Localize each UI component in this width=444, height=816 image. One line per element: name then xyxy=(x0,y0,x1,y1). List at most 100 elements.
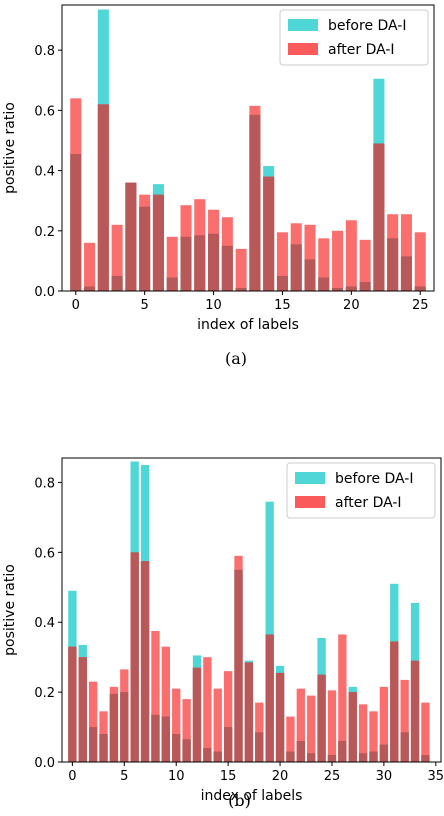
bar-overlap-10 xyxy=(208,233,220,291)
bar-overlap-22 xyxy=(296,741,305,762)
legend-label-after: after DA-I xyxy=(328,42,395,58)
bar-overlap-19 xyxy=(332,287,344,291)
y-tick-label: 0.2 xyxy=(34,225,55,240)
bar-after-7 xyxy=(166,236,178,291)
bar-overlap-24 xyxy=(400,256,412,291)
bar-after-30 xyxy=(379,686,389,762)
bar-overlap-32 xyxy=(400,732,409,762)
bar-overlap-10 xyxy=(172,734,181,762)
bar-overlap-5 xyxy=(120,692,129,762)
bar-overlap-29 xyxy=(369,751,378,762)
plot-frame xyxy=(61,457,442,763)
x-tick-label: 30 xyxy=(376,769,393,784)
x-tick-label: 20 xyxy=(272,769,289,784)
y-tick-label: 0.8 xyxy=(34,44,55,59)
y-tick-label: 0.4 xyxy=(34,616,55,631)
bar-after-32 xyxy=(400,679,409,762)
figure-a: 0.0 0.2 0.4 0.6 0.8 0 5 10 15 20 25 index of labels… xyxy=(0,0,444,384)
bar-overlap-6 xyxy=(130,552,139,762)
bar-overlap-15 xyxy=(276,275,288,291)
bar-overlap-7 xyxy=(140,561,150,762)
bar-overlap-9 xyxy=(194,235,206,291)
bar-after-21 xyxy=(286,716,295,762)
bar-overlap-12 xyxy=(192,667,202,762)
bar-overlap-21 xyxy=(359,281,371,291)
bar-overlap-0 xyxy=(70,154,82,291)
bar-overlap-20 xyxy=(275,672,285,762)
bar-overlap-33 xyxy=(410,660,420,762)
figure-caption: (b) xyxy=(228,791,251,810)
bar-overlap-3 xyxy=(99,734,108,762)
legend-swatch-after xyxy=(295,496,325,508)
bar-after-25 xyxy=(414,232,426,291)
bar-overlap-24 xyxy=(317,674,326,762)
x-tick-label: 10 xyxy=(205,298,222,313)
y-tick-label: 0.6 xyxy=(34,546,55,561)
bar-overlap-12 xyxy=(235,287,247,291)
y-tick-label: 0.0 xyxy=(34,756,55,771)
bar-overlap-19 xyxy=(265,634,274,762)
figure-b: 0.0 0.2 0.4 0.6 0.8 0 5 10 15 20 25 30 35 index of la… xyxy=(0,430,444,816)
bar-overlap-25 xyxy=(414,286,426,291)
bar-overlap-14 xyxy=(213,751,222,762)
bar-after-1 xyxy=(84,242,96,291)
x-axis-label: index of labels xyxy=(197,317,299,333)
chart-b: 0.0 0.2 0.4 0.6 0.8 0 5 10 15 20 25 30 35 index of la… xyxy=(2,457,444,810)
chart-a: 0.0 0.2 0.4 0.6 0.8 0 5 10 15 20 25 index of labels… xyxy=(2,4,435,368)
bar-after-14 xyxy=(213,688,222,762)
bar-after-21 xyxy=(359,239,371,291)
bar-overlap-27 xyxy=(348,692,357,762)
bar-after-29 xyxy=(369,711,378,762)
bar-overlap-18 xyxy=(255,732,264,762)
y-tick-label: 0.4 xyxy=(34,165,55,180)
figure-caption: (a) xyxy=(225,349,247,368)
bar-after-13 xyxy=(203,657,212,762)
bar-after-25 xyxy=(327,690,337,762)
bar-overlap-17 xyxy=(304,259,316,291)
bar-after-18 xyxy=(318,238,330,291)
bar-after-8 xyxy=(151,630,160,762)
bar-after-22 xyxy=(296,688,305,762)
bar-after-15 xyxy=(276,232,288,291)
bar-after-28 xyxy=(358,704,368,762)
bar-after-10 xyxy=(172,688,181,762)
bar-overlap-15 xyxy=(223,727,233,762)
plot-frame xyxy=(61,4,435,292)
bar-overlap-1 xyxy=(78,657,87,762)
bar-after-24 xyxy=(400,214,412,291)
bar-overlap-6 xyxy=(152,194,164,291)
bar-overlap-11 xyxy=(182,739,191,762)
bar-after-23 xyxy=(307,695,316,762)
bar-overlap-20 xyxy=(345,286,357,291)
bar-overlap-16 xyxy=(290,244,302,291)
bar-overlap-31 xyxy=(390,641,399,762)
bar-overlap-3 xyxy=(111,275,123,291)
bar-overlap-28 xyxy=(358,753,368,762)
bar-after-12 xyxy=(235,248,247,291)
y-tick-label: 0.8 xyxy=(34,476,55,491)
bar-after-20 xyxy=(345,220,357,291)
x-axis-label: index of labels xyxy=(201,788,303,804)
y-axis-label: positive ratio xyxy=(2,564,18,656)
bar-overlap-26 xyxy=(338,741,347,762)
bar-overlap-11 xyxy=(221,245,233,291)
bar-overlap-0 xyxy=(68,646,77,762)
bar-overlap-4 xyxy=(109,693,119,762)
x-tick-label: 20 xyxy=(343,298,360,313)
x-tick-label: 25 xyxy=(324,769,341,784)
bar-overlap-2 xyxy=(88,727,98,762)
bar-overlap-14 xyxy=(263,176,275,291)
bar-overlap-9 xyxy=(161,716,170,762)
bar-overlap-16 xyxy=(234,569,243,762)
x-tick-label: 15 xyxy=(274,298,291,313)
bar-overlap-21 xyxy=(286,751,295,762)
bar-overlap-13 xyxy=(249,114,261,291)
bar-overlap-7 xyxy=(166,277,178,291)
bar-overlap-13 xyxy=(203,748,212,762)
bar-overlap-23 xyxy=(307,753,316,762)
bar-after-15 xyxy=(223,671,233,762)
x-tick-label: 25 xyxy=(412,298,429,313)
x-tick-label: 5 xyxy=(120,769,128,784)
y-tick-label: 0.0 xyxy=(34,285,55,300)
legend-swatch-after xyxy=(288,43,318,55)
